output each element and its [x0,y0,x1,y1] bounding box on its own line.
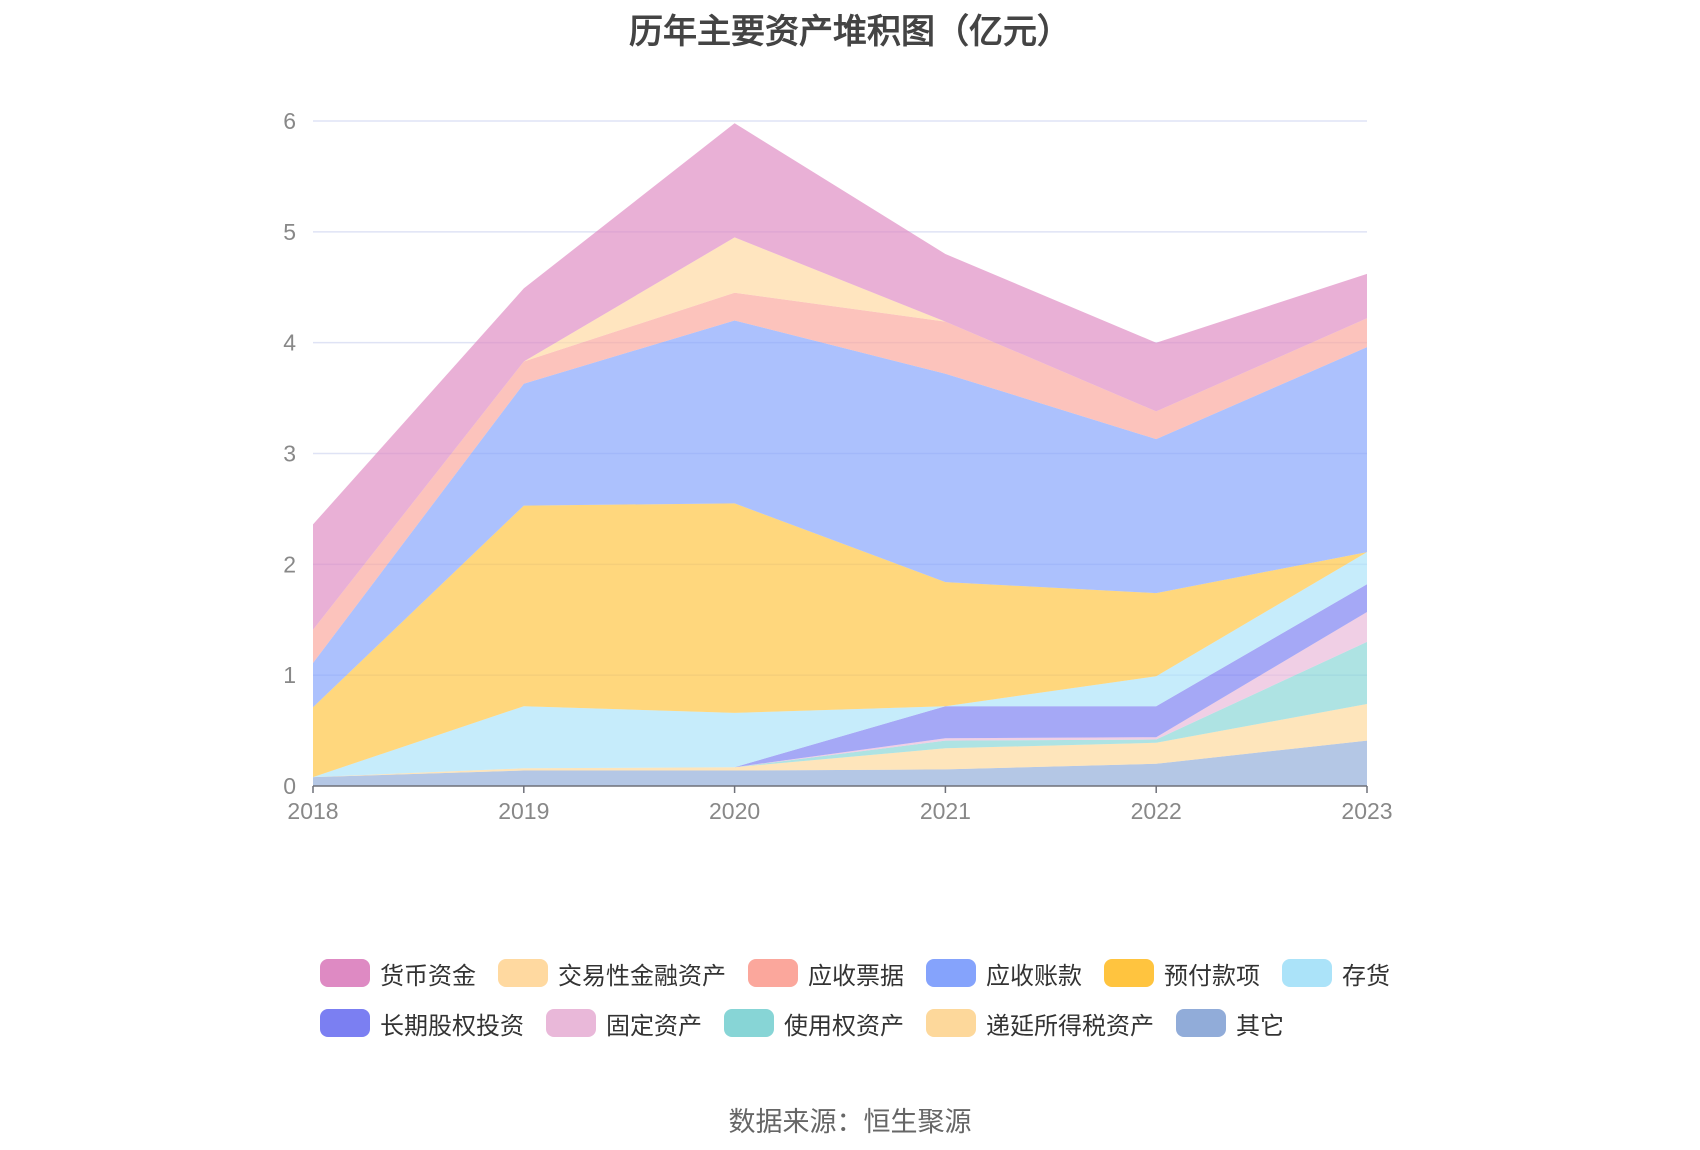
legend-item[interactable]: 其它 [1176,1006,1284,1041]
area-series [313,123,1367,786]
area-series-5 [313,552,1367,778]
legend: 货币资金 交易性金融资产 应收票据 应收账款 预付款项 存货长期股权投资 固定资产 使用权资产… [320,948,1420,1048]
y-tick-label: 1 [283,662,296,688]
legend-label: 货币资金 [380,961,476,990]
area-series-6 [313,503,1367,778]
legend-swatch [1282,959,1332,987]
legend-label: 长期股权投资 [380,1011,524,1040]
legend-swatch [546,1009,596,1037]
y-tick-label: 2 [283,551,296,577]
area-series-1 [313,704,1367,778]
legend-item[interactable]: 货币资金 [320,956,476,991]
area-series-4 [313,584,1367,778]
x-tick-label: 2019 [498,798,549,824]
legend-label: 应收账款 [986,961,1082,990]
chart-title: 历年主要资产堆积图（亿元） [629,12,1071,52]
legend-swatch [926,1009,976,1037]
legend-label: 存货 [1342,961,1390,990]
x-tick-label: 2020 [709,798,760,824]
legend-swatch [1176,1009,1226,1037]
legend-item[interactable]: 交易性金融资产 [498,956,726,991]
area-series-10 [313,123,1367,630]
legend-item[interactable]: 应收账款 [926,956,1082,991]
legend-swatch [748,959,798,987]
legend-item[interactable]: 递延所得税资产 [926,1006,1154,1041]
legend-label: 其它 [1236,1011,1284,1040]
legend-swatch [320,1009,370,1037]
legend-row: 货币资金 交易性金融资产 应收票据 应收账款 预付款项 存货 [320,948,1420,998]
y-tick-label: 3 [283,441,296,467]
legend-swatch [926,959,976,987]
legend-label: 递延所得税资产 [986,1011,1154,1040]
area-series-2 [313,641,1367,778]
y-tick-label: 5 [283,219,296,245]
legend-item[interactable]: 长期股权投资 [320,1006,524,1041]
legend-row: 长期股权投资 固定资产 使用权资产 递延所得税资产 其它 [320,998,1420,1048]
area-series-9 [313,237,1367,630]
legend-swatch [1104,959,1154,987]
axes: 0 1 2 3 4 5 6 2018 2019 2020 2021 2022 2023 [283,108,1392,824]
x-tick-label: 2021 [920,798,971,824]
x-tick-label: 2023 [1341,798,1392,824]
legend-label: 使用权资产 [784,1011,904,1040]
data-source: 数据来源：恒生聚源 [728,1107,972,1138]
legend-label: 应收票据 [808,961,904,990]
area-series-0 [313,740,1367,786]
x-tick-label: 2022 [1131,798,1182,824]
legend-label: 预付款项 [1164,961,1260,990]
legend-swatch [724,1009,774,1037]
legend-label: 交易性金融资产 [558,961,726,990]
legend-item[interactable]: 存货 [1282,956,1390,991]
legend-swatch [498,959,548,987]
y-tick-label: 6 [283,108,296,134]
legend-label: 固定资产 [606,1011,702,1040]
x-tick-label: 2018 [287,798,338,824]
area-series-7 [313,320,1367,708]
legend-item[interactable]: 应收票据 [748,956,904,991]
y-tick-label: 0 [283,773,296,799]
y-tick-label: 4 [283,330,296,356]
legend-item[interactable]: 预付款项 [1104,956,1260,991]
legend-item[interactable]: 固定资产 [546,1006,702,1041]
legend-swatch [320,959,370,987]
legend-item[interactable]: 使用权资产 [724,1006,904,1041]
stacked-area-chart: 0 1 2 3 4 5 6 2018 2019 2020 2021 2022 2023 [283,108,1392,824]
